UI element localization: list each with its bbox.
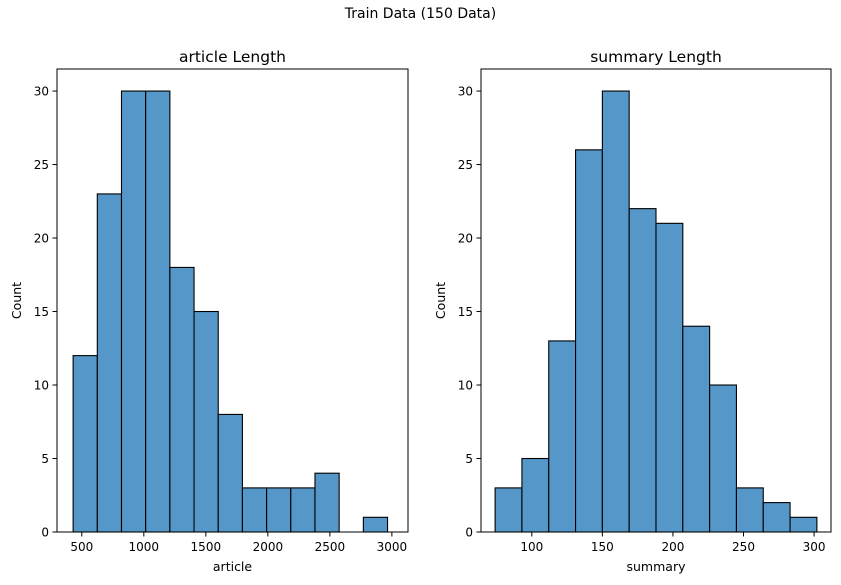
histogram-bar — [120, 90, 147, 533]
x-tick-label: 1000 — [129, 540, 160, 554]
axes-frame — [56, 68, 409, 533]
axes-1: 500 1000 1500 2000 2500 3000 0 5 10 15 20 25 30 artic… — [9, 48, 409, 574]
x-tick-label: 1500 — [191, 540, 222, 554]
histogram-bar — [575, 149, 603, 533]
y-tick-label: 25 — [458, 158, 473, 172]
x-axis-label: article — [213, 559, 253, 574]
histogram-bar — [735, 487, 764, 533]
y-tick-label: 20 — [34, 232, 49, 246]
y-tick-label: 15 — [34, 305, 49, 319]
y-tick-label: 30 — [34, 85, 49, 99]
figure-suptitle: Train Data (150 Data) — [344, 6, 497, 22]
x-tick-label: 250 — [732, 540, 755, 554]
y-tick-label: 5 — [41, 452, 49, 466]
histogram-bar — [217, 413, 243, 533]
histogram-bar — [548, 340, 577, 533]
x-tick-label: 500 — [70, 540, 93, 554]
y-tick-label: 15 — [458, 305, 473, 319]
histogram-bar — [682, 325, 711, 533]
y-tick-label: 5 — [465, 452, 473, 466]
histogram-bar — [96, 193, 123, 533]
x-tick-label: 2000 — [253, 540, 284, 554]
axes-title: article Length — [179, 48, 286, 66]
x-axis-label: summary — [627, 559, 687, 574]
histogram-bar — [193, 310, 219, 533]
y-tick-label: 10 — [34, 379, 49, 393]
y-tick-label: 30 — [458, 85, 473, 99]
histogram-bar — [241, 487, 268, 533]
histogram-bar — [266, 487, 292, 533]
histogram-bar — [601, 90, 630, 533]
histogram-bar — [290, 487, 316, 533]
x-tick-label: 200 — [661, 540, 684, 554]
y-tick-label: 0 — [41, 526, 49, 540]
y-tick-label: 10 — [458, 379, 473, 393]
x-tick-label: 3000 — [377, 540, 408, 554]
histogram-bar — [655, 222, 684, 533]
y-tick-label: 20 — [458, 232, 473, 246]
axes-title: summary Length — [590, 48, 722, 66]
histogram-bar — [169, 266, 195, 533]
axes-2: 100 150 200 250 300 0 5 10 15 20 25 30 summary Lengt… — [433, 48, 832, 574]
y-axis-label: Count — [433, 282, 448, 319]
histogram-bar — [789, 516, 818, 533]
x-tick-label: 100 — [520, 540, 543, 554]
histogram-bar — [145, 90, 171, 533]
histogram-bar — [314, 472, 340, 533]
histogram-bar — [72, 355, 98, 533]
histogram-bar — [762, 502, 791, 533]
x-tick-label: 300 — [803, 540, 826, 554]
histogram-bar — [521, 457, 550, 533]
y-axis-label: Count — [9, 282, 24, 319]
x-tick-label: 150 — [591, 540, 614, 554]
y-tick-label: 25 — [34, 158, 49, 172]
x-tick-label: 2500 — [315, 540, 346, 554]
histogram-bar — [362, 516, 389, 533]
histogram-bar — [709, 384, 737, 533]
histogram-bar — [494, 487, 523, 533]
y-tick-label: 0 — [465, 526, 473, 540]
axes-frame — [480, 68, 832, 533]
histogram-bar — [628, 208, 657, 533]
